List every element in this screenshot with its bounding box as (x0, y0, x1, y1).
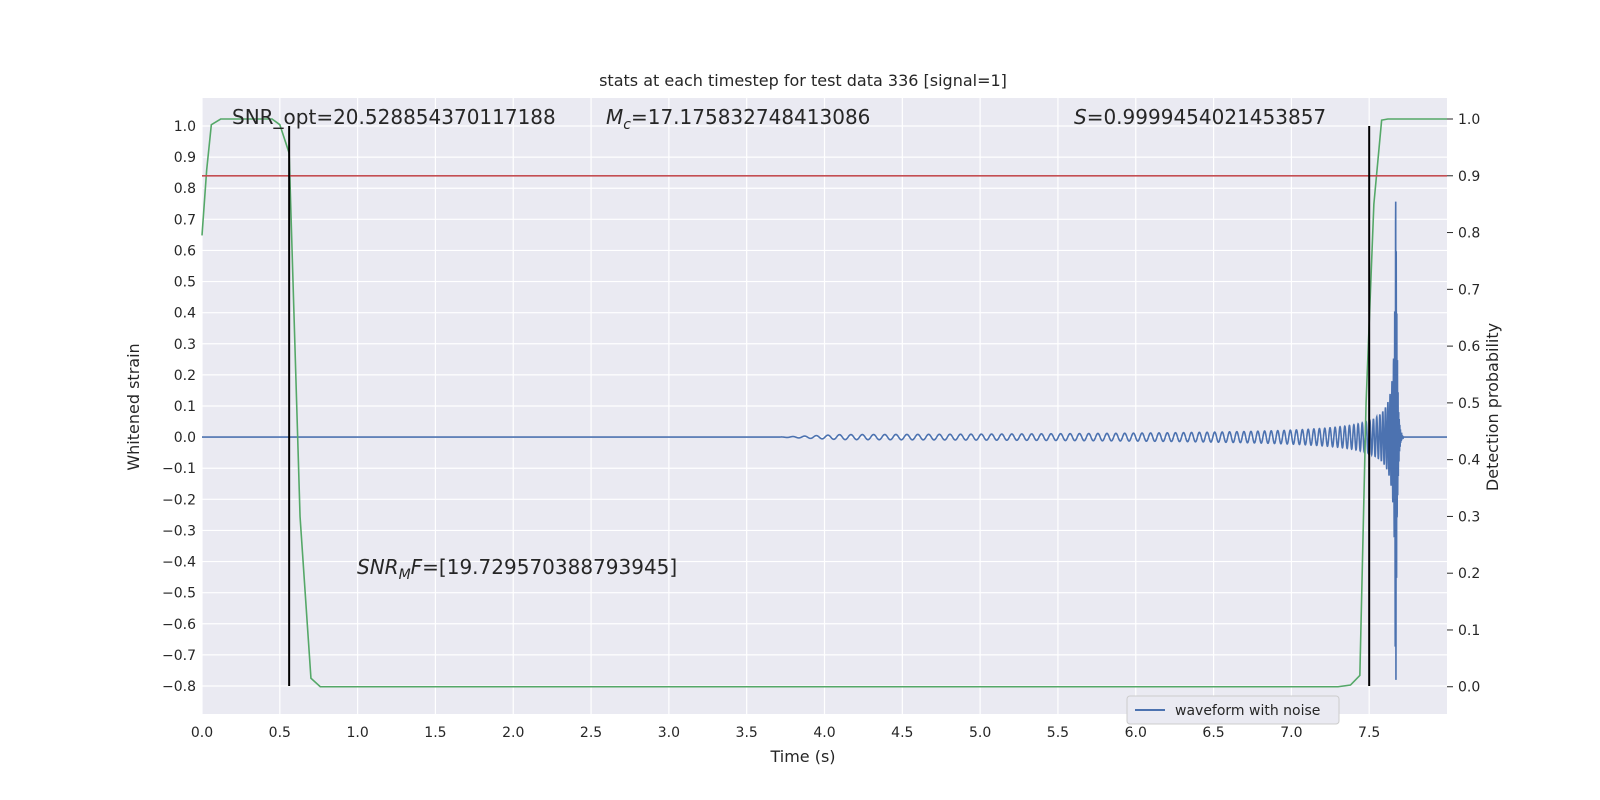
x-tick-label: 5.0 (969, 725, 991, 741)
y-tick-label-right: 0.8 (1458, 226, 1480, 242)
x-tick-label: 4.0 (813, 725, 835, 741)
y-tick-label-left: 0.2 (174, 368, 196, 384)
y-tick-label-right: 0.1 (1458, 623, 1480, 639)
snr-mf-tail: F (411, 555, 423, 579)
chart-title: stats at each timestep for test data 336… (599, 71, 1007, 90)
y-tick-label-left: 0.3 (174, 337, 196, 353)
y-tick-label-left: 0.0 (174, 430, 196, 446)
x-tick-label: 1.0 (346, 725, 368, 741)
y-tick-label-left: −0.5 (162, 586, 196, 602)
x-tick-label: 3.0 (658, 725, 680, 741)
y-axis-label-right: Detection probability (1483, 323, 1502, 491)
y-tick-label-left: 0.1 (174, 399, 196, 415)
x-tick-label: 0.0 (191, 725, 213, 741)
y-tick-label-left: −0.7 (162, 648, 196, 664)
y-tick-label-right: 0.2 (1458, 566, 1480, 582)
y-tick-label-left: −0.1 (162, 461, 196, 477)
x-tick-label: 7.0 (1280, 725, 1302, 741)
x-tick-label: 0.5 (269, 725, 291, 741)
y-tick-label-right: 1.0 (1458, 112, 1480, 128)
y-tick-label-right: 0.7 (1458, 282, 1480, 298)
x-axis-label: Time (s) (769, 747, 835, 766)
x-tick-label: 2.0 (502, 725, 524, 741)
chirp-mass-value: =17.175832748413086 (631, 105, 870, 129)
y-tick-label-left: −0.2 (162, 492, 196, 508)
x-tick-label: 2.5 (580, 725, 602, 741)
series-layer (201, 118, 1448, 688)
snr-mf-value: =[19.729570388793945] (422, 555, 677, 579)
waveform-series (202, 201, 1447, 680)
y-tick-label-left: 0.6 (174, 243, 196, 259)
y-tick-label-right: 0.9 (1458, 169, 1480, 185)
y-tick-label-right: 0.6 (1458, 339, 1480, 355)
legend: waveform with noise (1126, 695, 1340, 725)
y-tick-label-left: −0.3 (162, 523, 196, 539)
s-value: =0.9999454021453857 (1087, 105, 1326, 129)
y-tick-label-left: 0.4 (174, 306, 196, 322)
x-tick-label: 3.5 (736, 725, 758, 741)
x-tick-label: 7.5 (1358, 725, 1380, 741)
y-tick-label-right: 0.0 (1458, 680, 1480, 696)
snr-mf-annotation: SNRMF=[19.729570388793945] (357, 555, 677, 583)
y-tick-label-left: −0.8 (162, 679, 196, 695)
y-tick-label-left: 1.0 (174, 119, 196, 135)
snr-mf-subscript: M (399, 567, 411, 583)
y-tick-label-left: 0.5 (174, 275, 196, 291)
y-tick-label-left: −0.6 (162, 617, 196, 633)
y-tick-label-right: 0.3 (1458, 509, 1480, 525)
x-tick-label: 4.5 (891, 725, 913, 741)
y-axis-label-left: Whitened strain (124, 343, 143, 470)
s-annotation: S=0.9999454021453857 (1074, 105, 1326, 129)
y-tick-label-left: 0.8 (174, 181, 196, 197)
y-tick-label-left: 0.7 (174, 212, 196, 228)
chirp-mass-subscript: c (623, 117, 631, 133)
snr-mf-symbol: SNR (357, 555, 399, 579)
x-tick-label: 5.5 (1047, 725, 1069, 741)
legend-box (1126, 695, 1340, 725)
ticks-layer: 0.0 0.5 1.0 1.5 2.0 2.5 3.0 3.5 4.0 4.5 5.0 5.5 6.0 6… (162, 112, 1480, 741)
y-tick-label-right: 0.5 (1458, 396, 1480, 412)
s-symbol: S (1074, 105, 1087, 129)
x-tick-label: 6.5 (1202, 725, 1224, 741)
chirp-mass-annotation: Mc=17.175832748413086 (606, 105, 870, 133)
legend-label: waveform with noise (1175, 703, 1320, 719)
chirp-mass-symbol: M (606, 105, 623, 129)
y-tick-label-left: −0.4 (162, 555, 196, 571)
y-tick-label-left: 0.9 (174, 150, 196, 166)
x-tick-label: 1.5 (424, 725, 446, 741)
y-tick-label-right: 0.4 (1458, 453, 1480, 469)
x-tick-label: 6.0 (1125, 725, 1147, 741)
snr-opt-annotation: SNR_opt=20.528854370117188 (232, 105, 556, 129)
